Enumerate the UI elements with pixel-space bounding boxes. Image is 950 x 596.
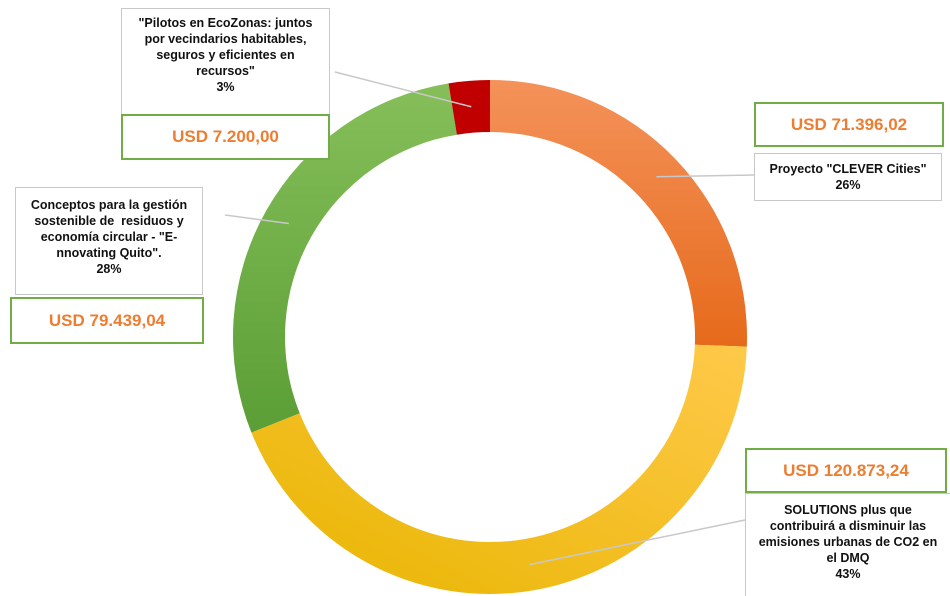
callout-solutions-plus: SOLUTIONS plus que contribuirá a disminu… [745,493,950,596]
callout-clever-cities-line-1: Proyecto "CLEVER Cities" [769,162,927,176]
amount-ecozonas: USD 7.200,00 [121,114,330,160]
slice-ennovating-quito [232,83,457,433]
callout-solutions-plus-line-1: SOLUTIONS plus que [784,503,912,517]
amount-ennovating-quito-label: USD 79.439,04 [48,310,166,330]
leader-ecozonas [334,71,472,108]
amount-solutions-plus: USD 120.873,24 [745,448,947,493]
callout-solutions-plus-line-2: contribuirá a disminuir las [769,519,927,533]
callout-clever-cities-percent: 26% [835,178,861,192]
amount-ennovating-quito: USD 79.439,04 [10,297,204,344]
callout-ecozonas-percent: 3% [216,80,235,94]
callout-clever-cities: Proyecto "CLEVER Cities" 26% [754,153,942,201]
leader-clever-cities [656,174,755,178]
slice-solutions-plus [251,344,747,594]
callout-ennovating-quito: Conceptos para la gestión sostenible de … [15,187,203,295]
amount-clever-cities-label: USD 71.396,02 [790,114,908,134]
callout-ecozonas-line-1: "Pilotos en EcoZonas: juntos [138,16,313,30]
amount-solutions-plus-label: USD 120.873,24 [783,460,909,480]
callout-ennovating-quito-line-3: economía circular - "E- [40,230,178,244]
callout-ennovating-quito-line-4: nnovating Quito". [56,246,162,260]
leader-lines [224,71,755,566]
callout-solutions-plus-percent: 43% [835,567,861,581]
callout-ecozonas-line-4: recursos" [196,64,255,78]
amount-ecozonas-label: USD 7.200,00 [172,127,279,146]
leader-ennovating-quito [224,214,289,225]
callout-ennovating-quito-line-1: Conceptos para la gestión [30,198,188,212]
callout-ecozonas-line-3: seguros y eficientes en [156,48,295,62]
callout-ennovating-quito-line-2: sostenible de residuos y [34,214,184,228]
callout-ecozonas-line-2: por vecindarios habitables, [144,32,307,46]
callout-ecozonas: "Pilotos en EcoZonas: juntos por vecinda… [121,8,330,116]
slice-ecozonas [448,80,490,135]
amount-clever-cities: USD 71.396,02 [754,102,944,147]
callout-solutions-plus-line-3: emisiones urbanas de CO2 en [758,535,938,549]
callout-solutions-plus-line-4: el DMQ [826,551,870,565]
callout-ennovating-quito-percent: 28% [96,262,122,276]
leader-solutions-plus [529,519,746,566]
slice-clever-cities [490,80,747,347]
slices-group [232,80,747,594]
